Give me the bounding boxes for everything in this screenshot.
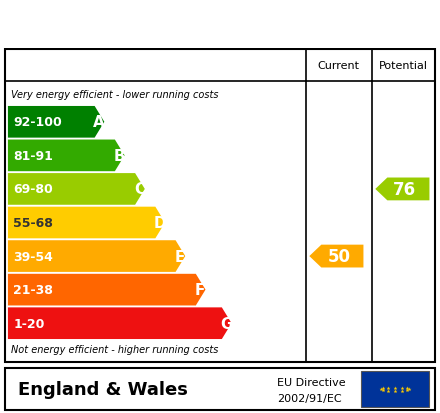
Polygon shape	[375, 178, 429, 201]
Polygon shape	[8, 174, 145, 205]
Text: 39-54: 39-54	[13, 250, 53, 263]
Polygon shape	[309, 245, 363, 268]
Text: Very energy efficient - lower running costs: Very energy efficient - lower running co…	[11, 89, 219, 100]
Polygon shape	[8, 140, 125, 172]
Polygon shape	[8, 308, 231, 339]
Text: 92-100: 92-100	[13, 116, 62, 129]
Text: A: A	[93, 115, 105, 130]
Text: 81-91: 81-91	[13, 150, 53, 162]
Text: 55-68: 55-68	[13, 216, 53, 230]
Text: 1-20: 1-20	[13, 317, 44, 330]
Text: 69-80: 69-80	[13, 183, 53, 196]
Text: 21-38: 21-38	[13, 283, 53, 297]
Text: D: D	[154, 216, 166, 230]
Text: F: F	[195, 282, 205, 297]
Text: G: G	[220, 316, 232, 331]
Polygon shape	[8, 274, 205, 306]
Polygon shape	[8, 241, 185, 272]
Text: EU Directive: EU Directive	[277, 377, 346, 387]
Text: B: B	[114, 149, 125, 164]
Text: E: E	[175, 249, 185, 264]
Polygon shape	[8, 207, 165, 239]
Text: Energy Efficiency Rating: Energy Efficiency Rating	[11, 14, 299, 34]
Text: C: C	[134, 182, 145, 197]
Bar	[5, 368, 435, 410]
Text: 50: 50	[327, 247, 350, 266]
Text: Potential: Potential	[379, 61, 428, 71]
Text: 2002/91/EC: 2002/91/EC	[277, 393, 342, 403]
Polygon shape	[8, 107, 104, 138]
Text: Not energy efficient - higher running costs: Not energy efficient - higher running co…	[11, 344, 218, 354]
Text: Current: Current	[318, 61, 360, 71]
Text: 76: 76	[393, 180, 416, 199]
Text: England & Wales: England & Wales	[18, 380, 187, 398]
Bar	[361, 371, 429, 407]
